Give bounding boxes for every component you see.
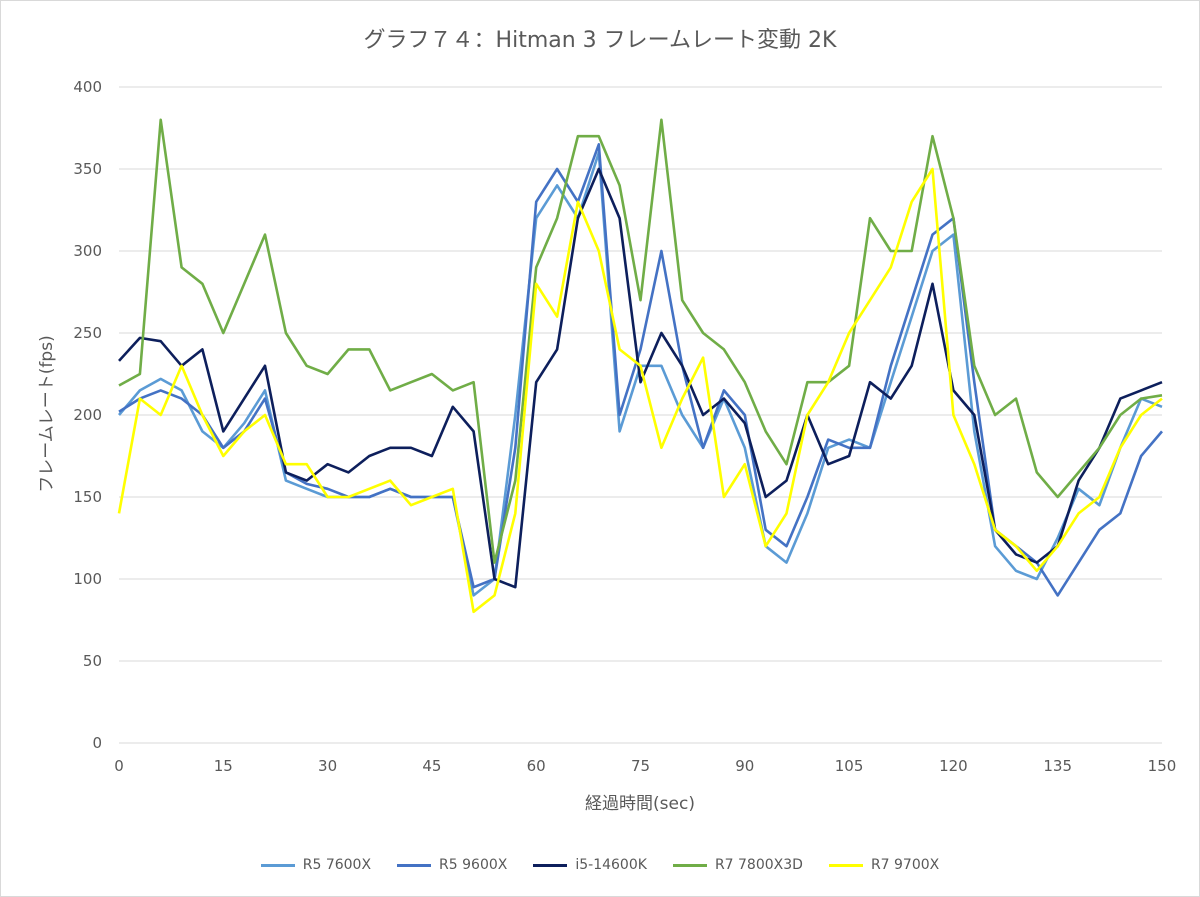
y-axis-label: フレームレート(fps) [37, 335, 57, 492]
x-tick-label: 60 [527, 757, 546, 775]
x-tick-label: 105 [835, 757, 864, 775]
x-tick-label: 30 [318, 757, 337, 775]
legend-item: R7 7800X3D [672, 853, 803, 877]
legend-swatch [260, 863, 295, 867]
legend-item: R5 7600X [260, 853, 372, 877]
legend-label: R5 9600X [439, 857, 508, 873]
legend-item: i5-14600K [533, 853, 647, 877]
y-tick-label: 200 [73, 406, 102, 424]
x-tick-label: 120 [939, 757, 968, 775]
chart-title: グラフ７４：Hitman 3 フレームレート変動 2K [363, 28, 837, 53]
x-axis-label: 経過時間(sec) [585, 794, 695, 814]
legend-item: R7 9700X [828, 853, 940, 877]
series-lines [117, 118, 1163, 614]
legend-swatch [828, 863, 863, 867]
legend: R5 7600X R5 9600X i5-14600K R7 7800X3D R7 97… [0, 853, 1200, 877]
x-tick-label: 15 [214, 757, 233, 775]
legend-label: R7 7800X3D [714, 857, 803, 873]
x-tick-label: 90 [735, 757, 754, 775]
x-tick-label: 0 [114, 757, 124, 775]
x-tick-labels: 0 15 30 45 60 75 90 105 120 135 150 [114, 757, 1176, 775]
legend-swatch [397, 863, 432, 867]
legend-label: R5 7600X [302, 857, 372, 873]
y-tick-label: 250 [73, 324, 102, 342]
x-tick-label: 150 [1148, 757, 1177, 775]
x-tick-label: 135 [1043, 757, 1072, 775]
series-line-r7-9700x [117, 167, 1163, 614]
legend-label: i5-14600K [575, 857, 647, 873]
y-tick-label: 350 [73, 160, 102, 178]
legend-label: R7 9700X [870, 857, 940, 873]
x-tick-label: 75 [631, 757, 650, 775]
y-tick-label: 0 [92, 734, 102, 752]
series-line-i5-14600k [118, 167, 1163, 589]
legend-swatch [533, 863, 568, 867]
y-tick-label: 100 [73, 570, 102, 588]
y-tick-labels: 0 50 100 150 200 250 300 350 400 [73, 78, 102, 752]
series-line-r7-7800x3d [118, 118, 1163, 564]
legend-swatch [672, 863, 707, 867]
y-tick-label: 50 [83, 652, 102, 670]
legend-item: R5 9600X [397, 853, 507, 877]
y-tick-label: 150 [73, 488, 102, 506]
y-tick-label: 300 [73, 242, 102, 260]
y-tick-label: 400 [73, 78, 102, 96]
x-tick-label: 45 [422, 757, 441, 775]
